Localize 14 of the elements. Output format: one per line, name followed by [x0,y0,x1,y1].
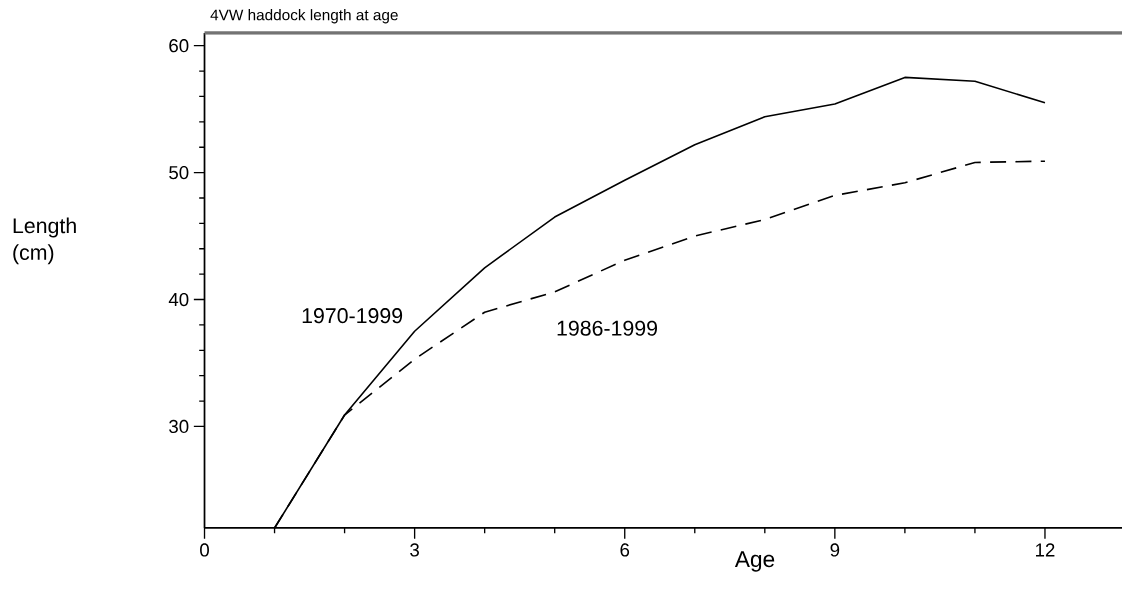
x-tick-label: 6 [620,543,630,557]
series-label: 1986-1999 [557,320,657,336]
x-tick-label: 0 [200,543,209,557]
x-tick-label: 12 [1036,543,1055,557]
y-tick-label: 30 [169,419,189,434]
series-label: 1970-1999 [302,308,403,324]
y-axis-title: Length (cm) [13,217,76,265]
y-tick-label: 40 [168,292,189,307]
y-tick-label: 60 [169,39,189,53]
x-axis-title: Age [734,551,775,572]
x-tick-label: 3 [410,543,419,557]
chart-title: 4VW haddock length at age [210,9,398,24]
y-tick-label: 50 [169,165,189,180]
x-tick-label: 9 [830,543,840,557]
